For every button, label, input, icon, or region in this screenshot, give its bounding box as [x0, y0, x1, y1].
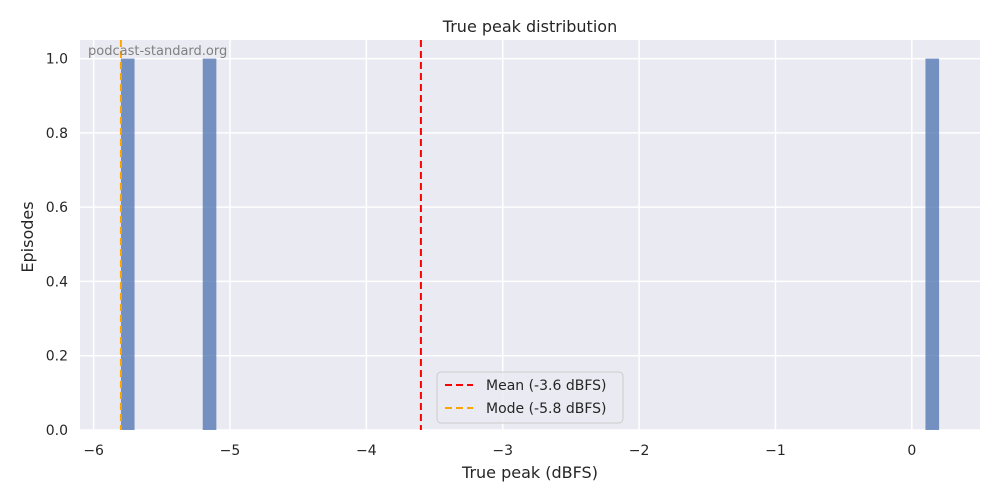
y-tick-label: 0.2	[46, 349, 68, 365]
y-tick-label: 0.8	[46, 126, 68, 142]
y-tick-label: 0.4	[46, 274, 68, 290]
y-tick-label: 0.6	[46, 200, 68, 216]
x-tick-label: −3	[492, 443, 513, 459]
watermark: podcast-standard.org	[88, 44, 227, 59]
y-axis-label: Episodes	[18, 201, 37, 272]
x-tick-label: 0	[907, 443, 916, 459]
x-tick-label: −4	[356, 443, 377, 459]
y-tick-label: 0.0	[46, 423, 68, 439]
legend-label: Mean (-3.6 dBFS)	[486, 378, 606, 394]
histogram-bars	[120, 58, 940, 430]
legend: Mean (-3.6 dBFS) Mode (-5.8 dBFS)	[436, 371, 624, 424]
x-axis-label: True peak (dBFS)	[461, 463, 598, 482]
histogram-bar	[202, 58, 217, 430]
legend-box	[436, 371, 624, 424]
histogram-bar	[120, 58, 135, 430]
reference-lines	[119, 40, 422, 430]
y-tick-label: 1.0	[46, 52, 68, 68]
x-tick-label: −2	[629, 443, 650, 459]
chart-title: True peak distribution	[442, 17, 617, 36]
x-tick-label: −6	[83, 443, 104, 459]
legend-label: Mode (-5.8 dBFS)	[486, 401, 606, 417]
x-tick-label: −1	[765, 443, 786, 459]
y-axis-ticks: 0.0 0.2 0.4 0.6 0.8 1.0	[46, 52, 68, 439]
grid	[80, 40, 980, 431]
x-axis-ticks: −6 −5 −4 −3 −2 −1 0	[83, 443, 916, 459]
x-tick-label: −5	[220, 443, 241, 459]
histogram-bar	[925, 58, 940, 430]
